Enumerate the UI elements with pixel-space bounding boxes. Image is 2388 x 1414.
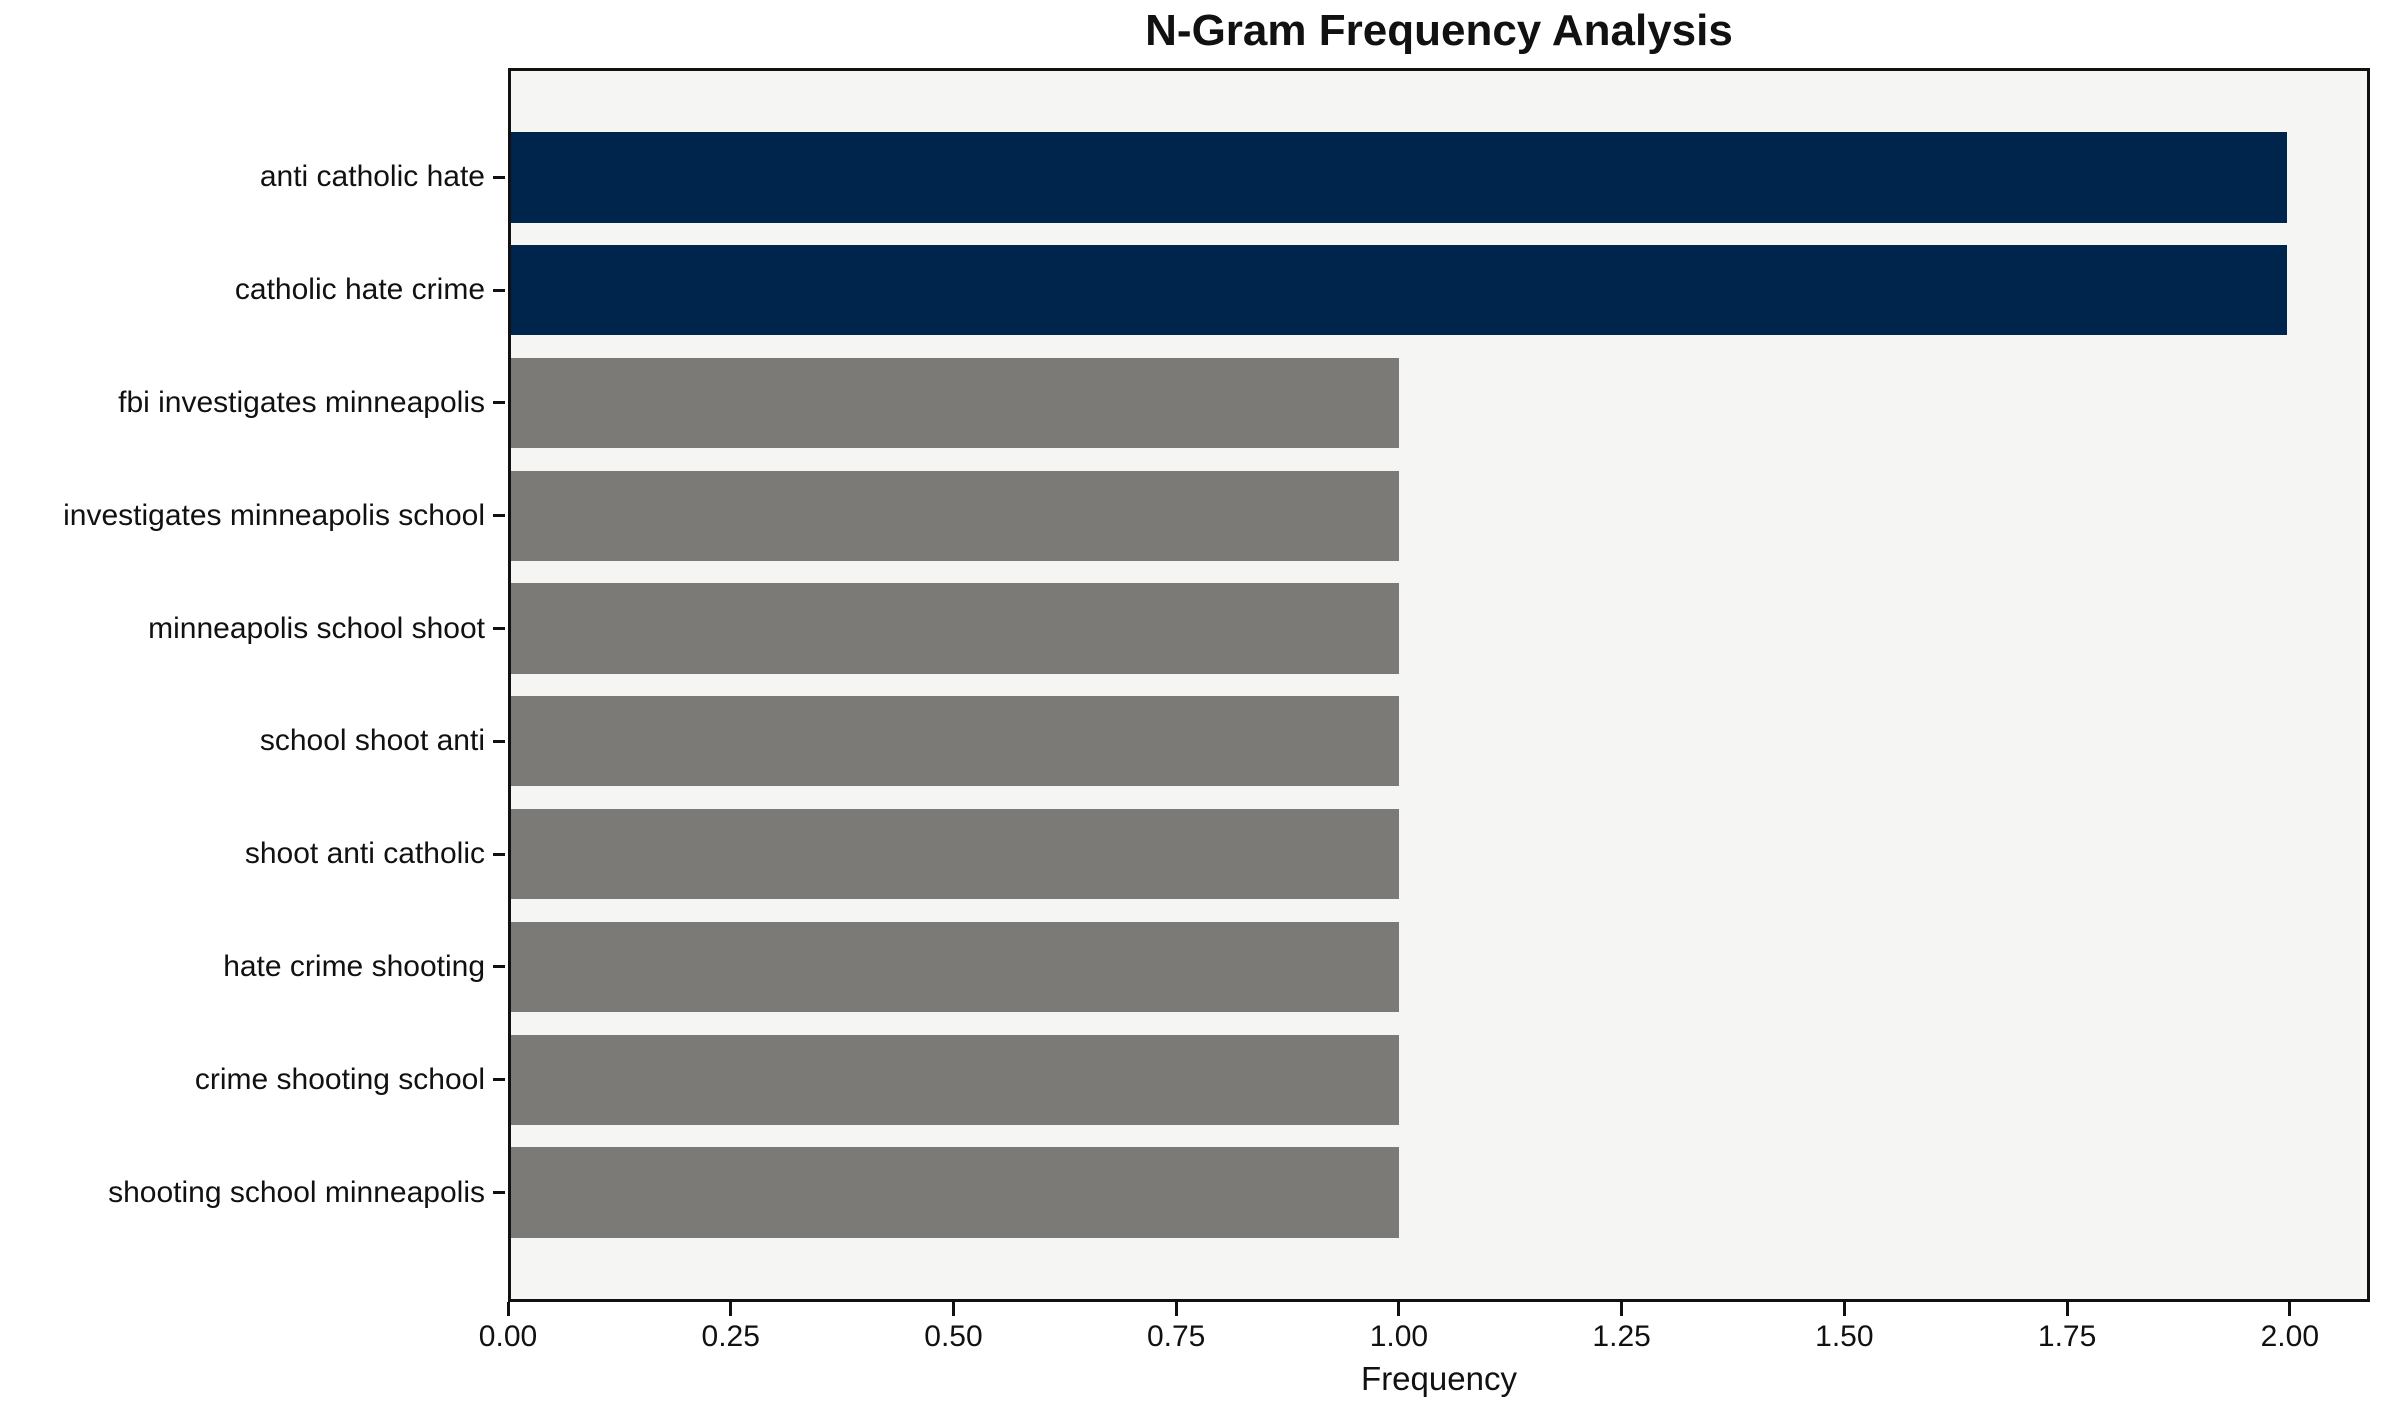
x-tick-label: 2.00	[2260, 1320, 2320, 1353]
x-tick-label: 0.00	[478, 1320, 538, 1353]
y-row: anti catholic hate	[0, 121, 505, 234]
y-tick-mark	[493, 627, 505, 631]
bar	[511, 132, 2288, 223]
x-axis: 0.00 0.25 0.50 0.75 1.00 1.25 1.50 1.75 2.00	[479, 1302, 2370, 1372]
bar	[511, 1147, 1400, 1238]
y-tick-mark	[493, 401, 505, 405]
y-tick-mark	[493, 965, 505, 969]
bar-row	[511, 1136, 2367, 1249]
y-row: crime shooting school	[0, 1023, 505, 1136]
y-tick-label: shoot anti catholic	[244, 837, 485, 871]
bar-row	[511, 911, 2367, 1024]
x-tick-mark	[506, 1302, 510, 1316]
x-tick-label: 0.25	[701, 1320, 760, 1353]
y-row: shooting school minneapolis	[0, 1136, 505, 1249]
y-tick-mark	[493, 739, 505, 743]
y-tick-label: crime shooting school	[194, 1062, 485, 1096]
x-tick-label: 0.75	[1146, 1320, 1206, 1353]
y-tick-mark	[493, 852, 505, 856]
x-tick-label: 1.25	[1592, 1320, 1651, 1353]
y-tick-mark	[493, 1191, 505, 1195]
x-tick-label: 1.00	[1369, 1320, 1429, 1353]
x-tick-mark	[2065, 1302, 2069, 1316]
y-tick-mark	[493, 288, 505, 292]
chart-title: N-Gram Frequency Analysis	[1145, 6, 1733, 55]
bar-row	[511, 1023, 2367, 1136]
bar	[511, 357, 1400, 449]
bar	[511, 583, 1400, 674]
y-row: investigates minneapolis school	[0, 459, 505, 572]
y-row: catholic hate crime	[0, 234, 505, 347]
bar	[511, 809, 1400, 900]
x-tick-label: 1.50	[1815, 1320, 1874, 1353]
y-tick-label: hate crime shooting	[223, 949, 485, 983]
y-row: hate crime shooting	[0, 911, 505, 1024]
bar-row	[511, 572, 2367, 685]
y-tick-mark	[493, 514, 505, 518]
y-axis: anti catholic hate catholic hate crime fbi…	[0, 68, 505, 1302]
x-tick-mark	[951, 1302, 955, 1316]
bar	[511, 245, 2288, 336]
y-tick-mark	[493, 175, 505, 179]
bars-container	[511, 121, 2367, 1249]
y-tick-label: catholic hate crime	[234, 273, 485, 307]
x-tick-mark	[1174, 1302, 1178, 1316]
x-tick-mark	[1397, 1302, 1401, 1316]
y-row: fbi investigates minneapolis	[0, 347, 505, 460]
bar-row	[511, 459, 2367, 572]
y-tick-label: investigates minneapolis school	[63, 498, 485, 532]
y-row: school shoot anti	[0, 685, 505, 798]
bar	[511, 470, 1400, 561]
y-tick-label: minneapolis school shoot	[148, 611, 485, 645]
bar	[511, 921, 1400, 1013]
x-tick-mark	[1620, 1302, 1624, 1316]
bar-row	[511, 685, 2367, 798]
x-tick-mark	[1842, 1302, 1846, 1316]
x-tick-mark	[729, 1302, 733, 1316]
y-tick-mark	[493, 1078, 505, 1082]
y-tick-labels: anti catholic hate catholic hate crime fbi…	[0, 121, 505, 1249]
bar	[511, 1034, 1400, 1125]
plot-area	[508, 68, 2370, 1302]
y-tick-label: shooting school minneapolis	[108, 1175, 485, 1209]
x-axis-label: Frequency	[1361, 1360, 1517, 1397]
bar-row	[511, 234, 2367, 347]
x-tick-label: 0.50	[924, 1320, 983, 1353]
bar-row	[511, 798, 2367, 911]
y-tick-label: fbi investigates minneapolis	[118, 385, 485, 419]
bar-row	[511, 121, 2367, 234]
x-tick-mark	[2288, 1302, 2292, 1316]
bar-row	[511, 347, 2367, 460]
y-row: minneapolis school shoot	[0, 572, 505, 685]
y-tick-label: anti catholic hate	[259, 160, 485, 194]
y-row: shoot anti catholic	[0, 798, 505, 911]
bar	[511, 696, 1400, 787]
y-tick-label: school shoot anti	[259, 724, 485, 758]
x-tick-label: 1.75	[2037, 1320, 2097, 1353]
